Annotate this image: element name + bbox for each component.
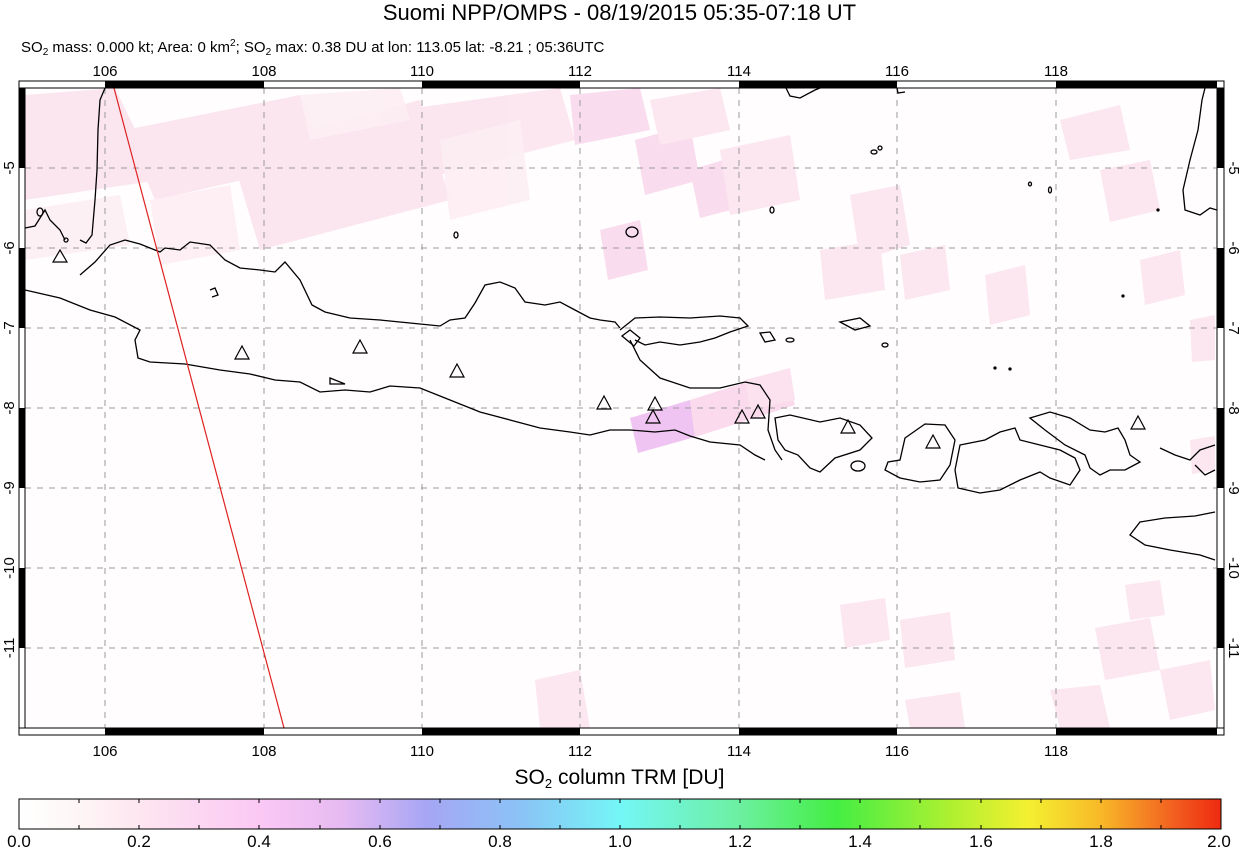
separator: ; xyxy=(235,39,244,56)
colorbar-tick-label: 2.0 xyxy=(1207,832,1231,851)
volcano-icon xyxy=(646,395,664,411)
max-value-text: max: 0.38 DU at lon: 113.05 lat: -8.21 ;… xyxy=(271,39,605,56)
colorbar-ticks xyxy=(78,799,1162,829)
colorbar-tick-label: 1.0 xyxy=(608,832,632,851)
top-lon-labels: 106 108 110 112 114 116 118 xyxy=(92,63,1067,80)
area-superscript: 2 xyxy=(230,38,236,49)
map-frame xyxy=(18,80,1225,736)
lat-label: -10 xyxy=(1,557,18,579)
colorbar-tick-label: 0.4 xyxy=(247,832,271,851)
colorbar-unit-label: column TRM [DU] xyxy=(552,766,725,789)
lat-label: -8 xyxy=(1,401,18,414)
left-lat-labels: -5 -6 -7 -8 -9 -10 -11 xyxy=(1,161,18,658)
lat-label: -11 xyxy=(1225,638,1239,659)
volcano-icon xyxy=(1129,414,1147,430)
bawean-island xyxy=(625,226,639,238)
lat-label: -5 xyxy=(1225,161,1239,174)
lat-label: -5 xyxy=(1,161,18,174)
volcano-icon xyxy=(448,362,466,378)
so2-heatmap-layer xyxy=(25,88,1217,728)
lon-label: 106 xyxy=(92,743,117,760)
so2-max-pixel xyxy=(630,400,695,453)
lon-label: 110 xyxy=(410,63,434,80)
volcano-icon xyxy=(644,408,662,424)
so2-label: SO xyxy=(21,39,43,56)
lon-label: 116 xyxy=(885,743,909,760)
volcano-icon xyxy=(595,394,613,410)
lat-label: -7 xyxy=(1,321,18,334)
surabaya-strait-island xyxy=(620,329,641,347)
sumatra-coast-south xyxy=(25,208,66,241)
right-lat-labels: -5 -6 -7 -8 -9 -10 -11 xyxy=(1225,161,1239,658)
map-title: Suomi NPP/OMPS - 08/19/2015 05:35-07:18 … xyxy=(382,0,857,25)
volcano-icon xyxy=(924,433,942,449)
lon-label: 116 xyxy=(885,63,909,80)
madura-island xyxy=(619,315,750,346)
lat-label: -6 xyxy=(1225,241,1239,254)
java-north-coast xyxy=(79,239,621,329)
sumbawa-island xyxy=(954,427,1081,494)
volcano-icon xyxy=(51,248,69,263)
nusa-penida xyxy=(850,460,866,472)
lat-label: -7 xyxy=(1225,321,1239,334)
graticule xyxy=(25,88,1217,728)
mass-area-text: mass: 0.000 kt; Area: 0 km xyxy=(48,39,230,56)
lon-label: 106 xyxy=(92,63,117,80)
lat-label: -9 xyxy=(1,481,18,494)
so2-label: SO xyxy=(243,39,266,56)
colorbar xyxy=(18,798,1222,830)
colorbar-title: SO2 column TRM [DU] xyxy=(0,766,1239,796)
lon-label: 112 xyxy=(568,743,592,760)
lon-label: 108 xyxy=(251,743,276,760)
lat-label: -8 xyxy=(1225,401,1239,414)
lon-label: 118 xyxy=(1044,743,1068,760)
colorbar-tick-label: 0.2 xyxy=(127,832,151,851)
lat-label: -11 xyxy=(1,638,18,659)
volcano-icon xyxy=(351,338,369,354)
bali-island xyxy=(774,414,873,473)
sumatra-coast xyxy=(79,88,106,244)
lon-label: 114 xyxy=(727,63,751,80)
colorbar-tick-label: 1.2 xyxy=(728,832,752,851)
volcano-icon xyxy=(839,418,857,434)
sumba-island xyxy=(1129,511,1216,561)
orbit-track-line xyxy=(113,88,285,728)
kalimantan-south-tip xyxy=(785,88,821,99)
colorbar-tick-label: 1.4 xyxy=(848,832,872,851)
volcano-icon xyxy=(749,403,767,419)
lon-label: 112 xyxy=(568,63,592,80)
colorbar-tick-label: 0.6 xyxy=(368,832,392,851)
colorbar-tick-label: 1.6 xyxy=(969,832,993,851)
lat-label: -10 xyxy=(1225,557,1239,579)
lat-label: -9 xyxy=(1225,481,1239,494)
flores-coast xyxy=(1159,444,1216,461)
volcano-icon xyxy=(233,344,251,360)
so2-subscript: 2 xyxy=(42,47,49,58)
so2-subscript: 2 xyxy=(265,47,272,58)
colorbar-tick-label: 1.8 xyxy=(1089,832,1113,851)
lon-label: 110 xyxy=(410,743,434,760)
java-south-coast xyxy=(25,289,766,461)
sumbawa-east xyxy=(1028,411,1142,476)
coastlines xyxy=(25,88,1217,561)
colorbar-tick-label: 0.0 xyxy=(7,832,31,851)
lon-label: 118 xyxy=(1044,63,1068,80)
kangean-island xyxy=(838,317,872,331)
volcano-markers xyxy=(51,248,1147,449)
bottom-lon-labels: 106 108 110 112 114 116 118 xyxy=(92,743,1067,760)
colorbar-tick-label: 0.8 xyxy=(488,832,512,851)
lat-label: -6 xyxy=(1,241,18,254)
volcano-icon xyxy=(733,408,751,424)
lombok-island xyxy=(884,423,956,483)
so2-subscript: 2 xyxy=(544,776,553,791)
lon-label: 114 xyxy=(727,743,751,760)
east-java-coast xyxy=(629,339,783,461)
map-subtitle: SO2 mass: 0.000 kt; Area: 0 km2; SO2 max… xyxy=(21,35,604,62)
so2-label: SO xyxy=(514,766,545,789)
lon-label: 108 xyxy=(251,63,276,80)
kalimantan-coast xyxy=(1182,88,1217,216)
